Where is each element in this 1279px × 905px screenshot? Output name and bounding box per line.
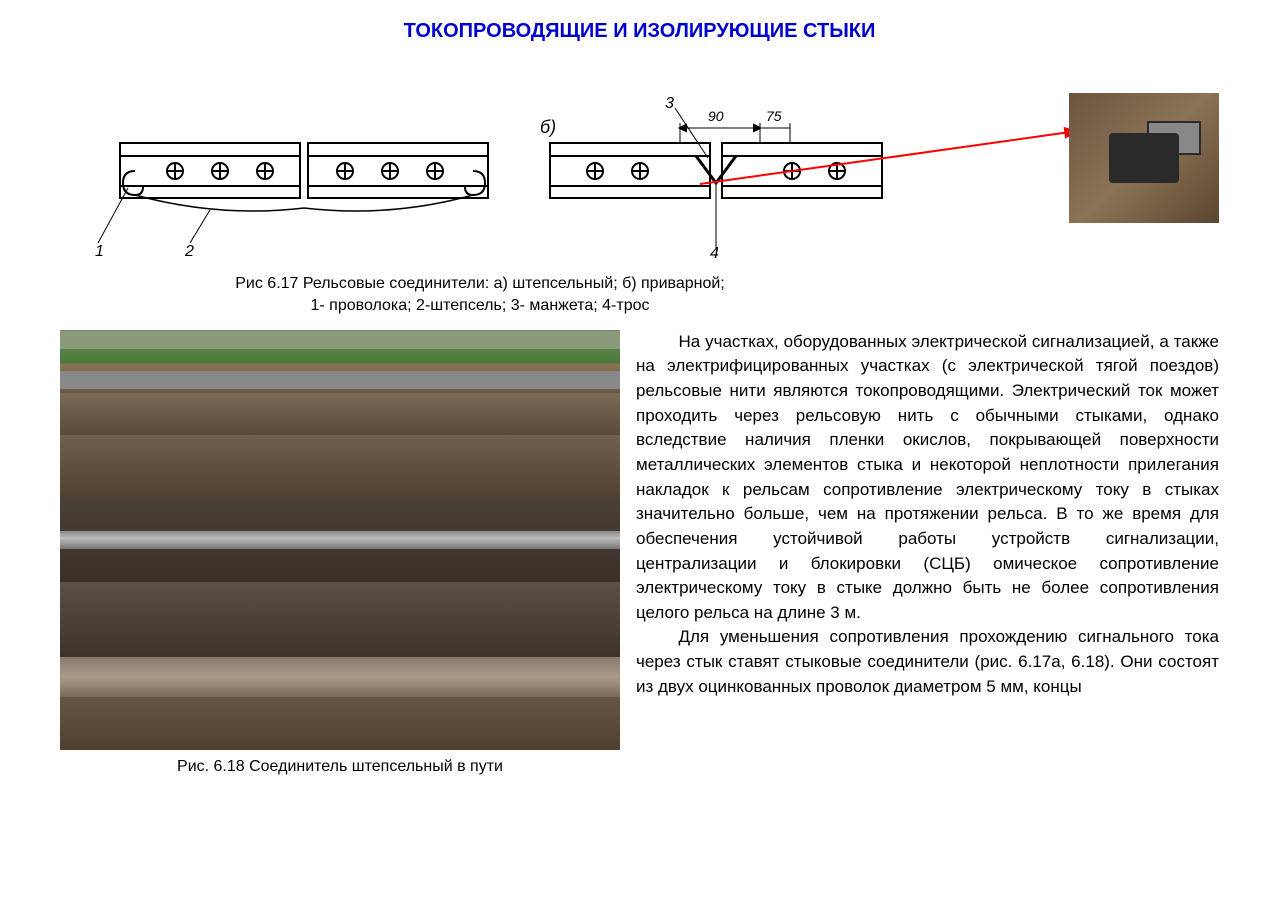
paragraph-1: На участках, оборудованных электрической… <box>636 330 1219 626</box>
diagram-caption: Рис 6.17 Рельсовые соединители: а) штепс… <box>180 273 780 318</box>
diagram-container: 1 2 б) <box>60 88 1219 258</box>
label-b: б) <box>540 117 556 137</box>
dim-75: 75 <box>766 108 782 124</box>
paragraph-2: Для уменьшения сопротивления прохождению… <box>636 625 1219 699</box>
callout-1: 1 <box>95 243 104 258</box>
rail-photo-caption: Рис. 6.18 Соединитель штепсельный в пути <box>60 758 620 776</box>
rail-track-photo <box>60 330 620 750</box>
photo-column: Рис. 6.18 Соединитель штепсельный в пути <box>60 330 620 776</box>
callout-4: 4 <box>710 245 719 258</box>
content-row: Рис. 6.18 Соединитель штепсельный в пути… <box>60 330 1219 776</box>
rail-connector-diagram: 1 2 б) <box>60 88 920 258</box>
connector-photo-thumb <box>1069 93 1219 223</box>
body-text-column: На участках, оборудованных электрической… <box>636 330 1219 776</box>
caption-line1: Рис 6.17 Рельсовые соединители: а) штепс… <box>235 275 725 292</box>
page-title: ТОКОПРОВОДЯЩИЕ И ИЗОЛИРУЮЩИЕ СТЫКИ <box>60 20 1219 43</box>
dim-90: 90 <box>708 108 724 124</box>
diagram-row: 1 2 б) <box>60 83 1219 263</box>
callout-3: 3 <box>665 95 674 112</box>
caption-line2: 1- проволока; 2-штепсель; 3- манжета; 4-… <box>310 297 649 314</box>
callout-2: 2 <box>184 243 194 258</box>
